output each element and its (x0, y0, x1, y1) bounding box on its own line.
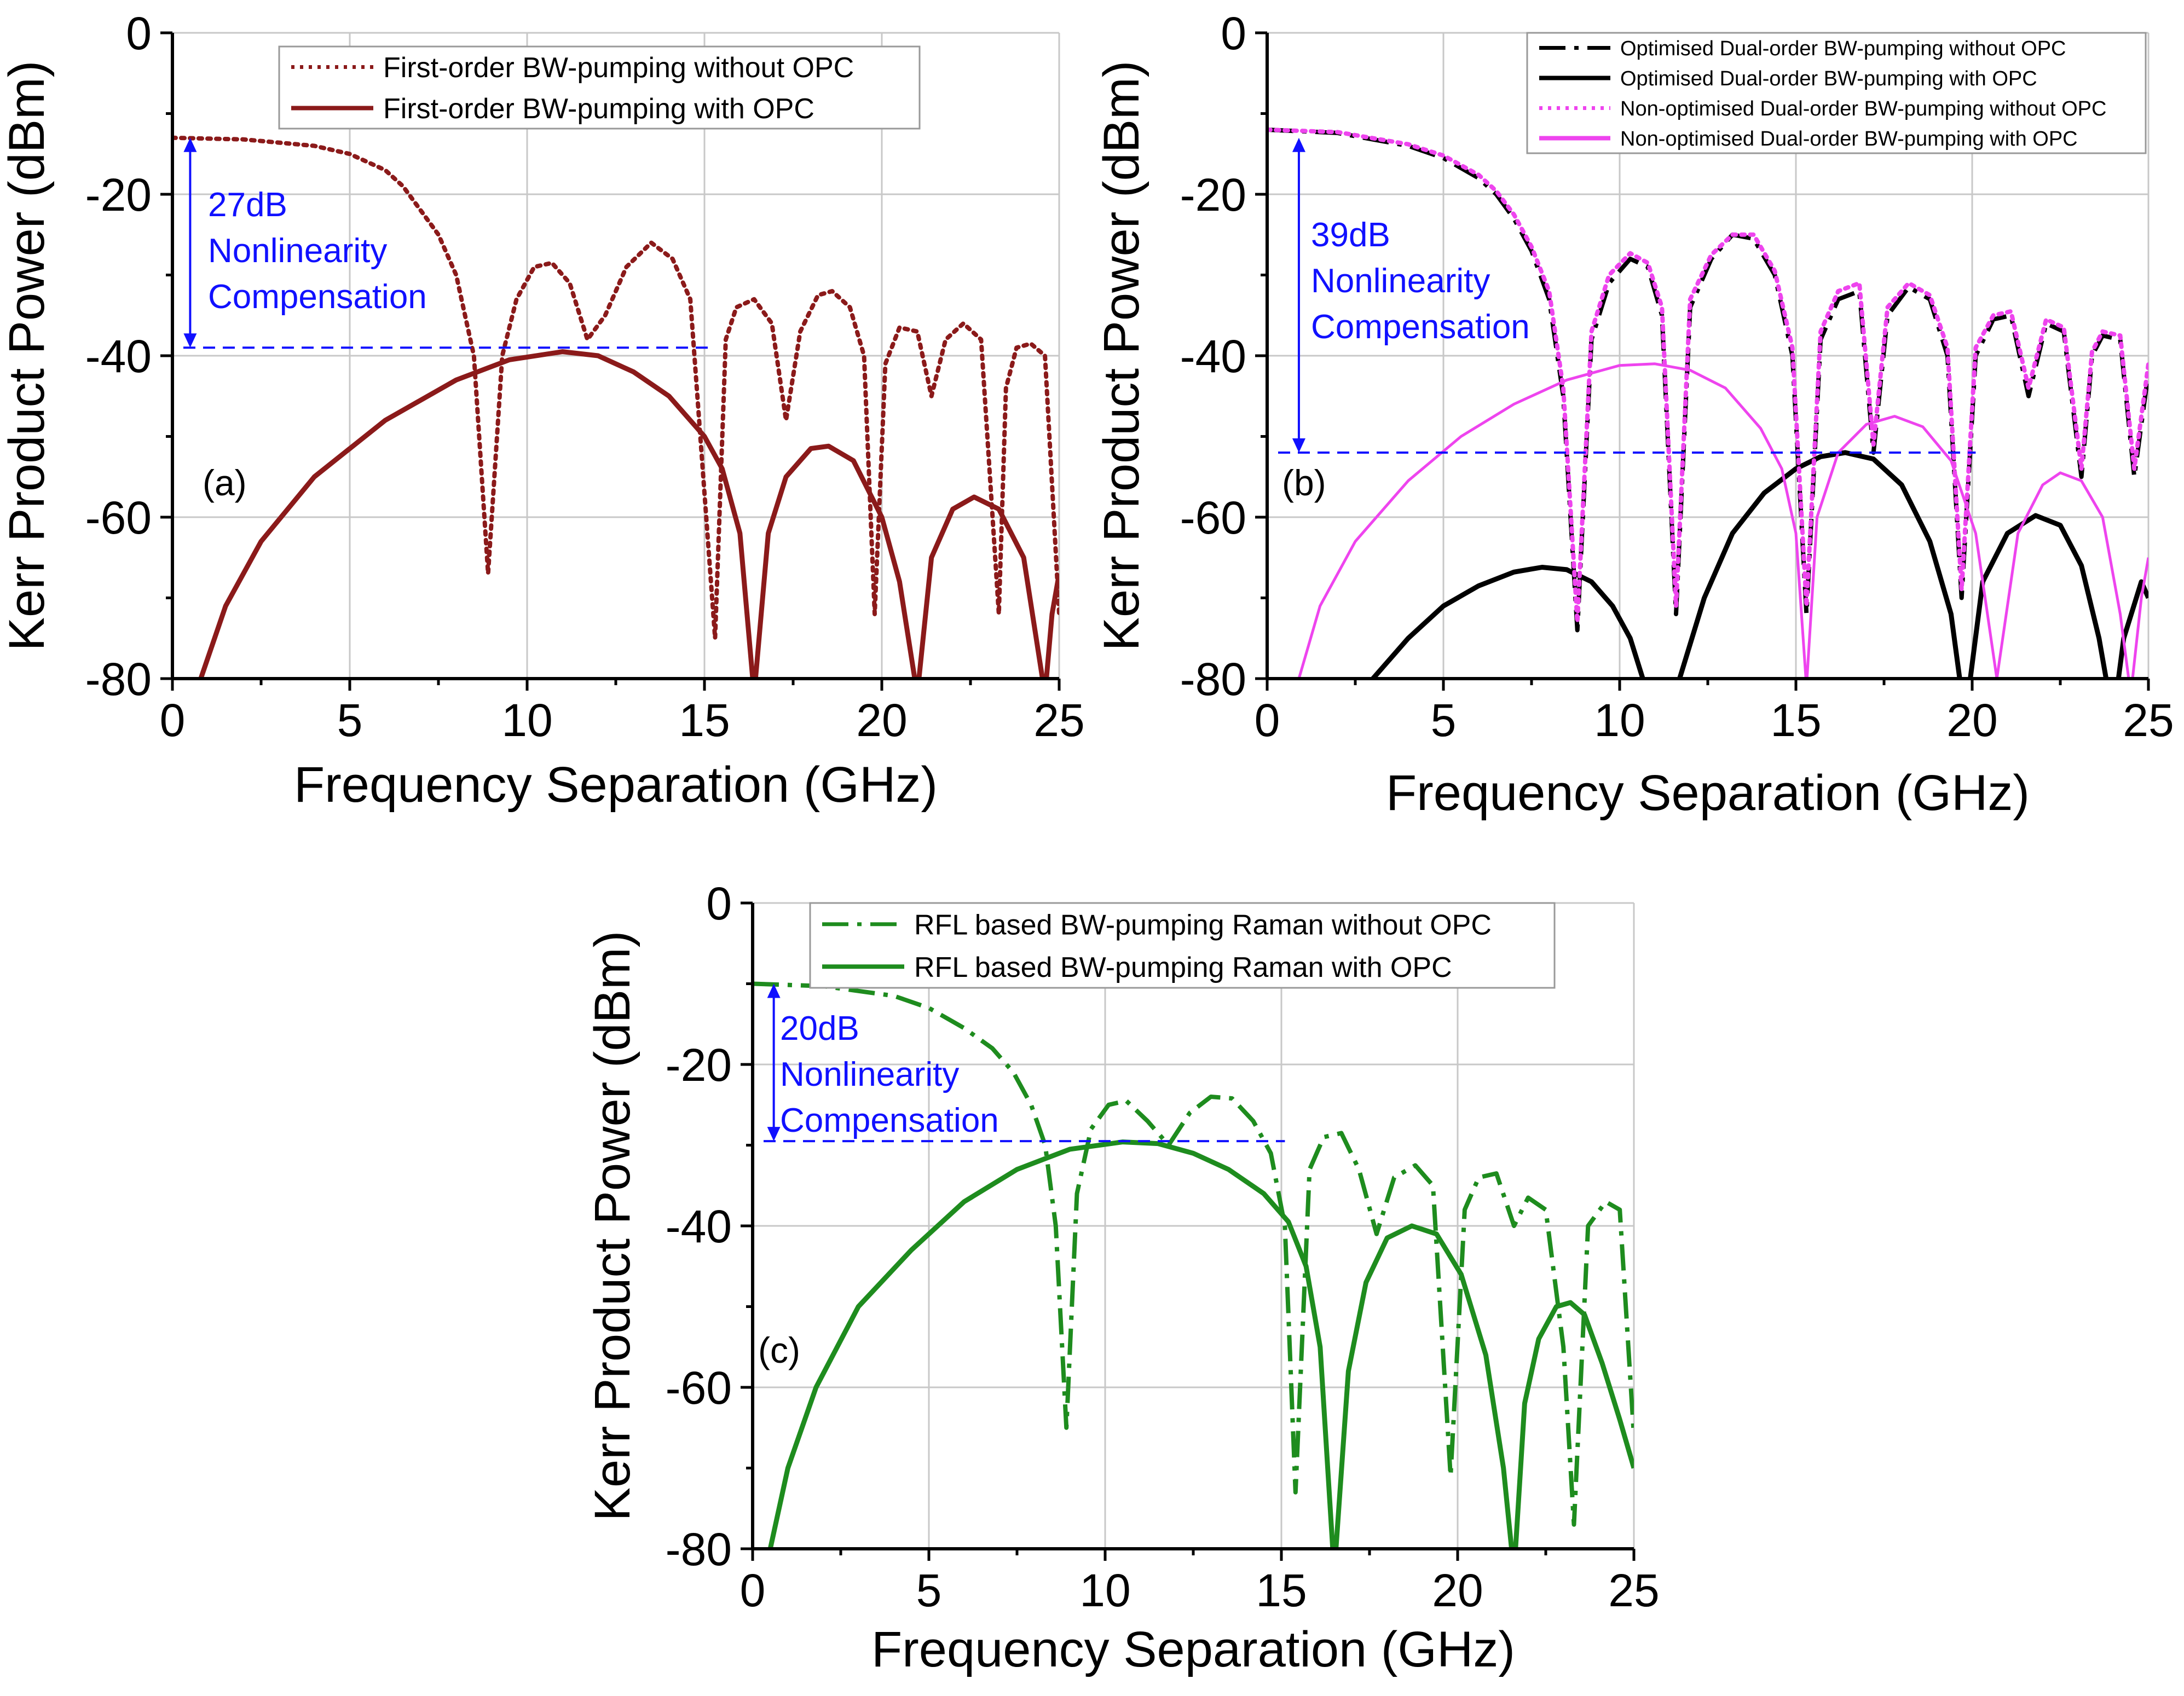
series-line-b-3 (1297, 362, 2148, 679)
chart-panel-a: 27dB Nonlinearity Compensation (a) 0 5 10 15 20 2… (0, 8, 1085, 813)
y-tick-label: -20 (1180, 169, 1246, 221)
x-tick-label: 15 (679, 694, 730, 746)
arrow-head-down-icon (183, 333, 197, 348)
y-tick-label: -80 (1180, 653, 1246, 705)
x-tick-label: 15 (1256, 1565, 1307, 1616)
x-axis-label: Frequency Separation (GHz) (871, 1622, 1515, 1677)
chart-panel-c: 20dB Nonlinearity Compensation (c) 0 5 10 15 20 2… (585, 878, 1660, 1677)
arrow-head-down-icon (1292, 438, 1305, 453)
series-line-a-0 (172, 135, 1059, 641)
y-tick-label: -20 (666, 1039, 732, 1091)
panel-label: (b) (1282, 462, 1326, 503)
annotation-text: Nonlinearity (780, 1056, 959, 1093)
x-axis-label: Frequency Separation (GHz) (294, 757, 938, 813)
series-line-c-0 (753, 981, 1634, 1527)
x-tick-label: 0 (1255, 694, 1280, 746)
series-line-c-1 (767, 1139, 1634, 1549)
annotation-text: Compensation (1311, 308, 1530, 346)
annotation-text: 39dB (1311, 216, 1390, 254)
legend-entry-label: Non-optimised Dual-order BW-pumping with… (1620, 128, 2078, 151)
legend-box (809, 902, 1556, 989)
y-axis-label: Kerr Product Power (dBm) (0, 61, 55, 651)
arrow-head-up-icon (1292, 137, 1305, 152)
x-tick-label: 25 (1033, 694, 1084, 746)
legend: First-order BW-pumping without OPC First-… (278, 45, 921, 130)
x-tick-label: 10 (1594, 694, 1645, 746)
chart-panel-b: 39dB Nonlinearity Compensation (b) 0 5 10 15 20 2… (1094, 8, 2174, 821)
series-group (1267, 128, 2148, 679)
legend-entry-label: First-order BW-pumping with OPC (383, 93, 814, 125)
x-tick-label: 0 (160, 694, 186, 746)
legend-entry-label: Non-optimised Dual-order BW-pumping with… (1620, 97, 2106, 120)
legend-box (278, 45, 921, 130)
legend: RFL based BW-pumping Raman without OPC RF… (809, 902, 1556, 989)
y-tick-label: -40 (666, 1201, 732, 1252)
y-tick-label: 0 (706, 878, 732, 929)
x-tick-label: 20 (1432, 1565, 1483, 1616)
x-tick-label: 15 (1770, 694, 1821, 746)
annotation-text: Compensation (208, 278, 427, 316)
x-tick-label: 5 (337, 694, 363, 746)
legend-entry-label: RFL based BW-pumping Raman without OPC (914, 909, 1492, 941)
series-line-b-2 (1267, 128, 2148, 624)
y-tick-label: -40 (85, 331, 152, 382)
y-tick-label: -20 (85, 169, 152, 221)
x-tick-label: 25 (2123, 694, 2174, 746)
series-line-a-1 (198, 349, 1059, 679)
arrow-head-up-icon (767, 983, 781, 998)
x-tick-label: 0 (740, 1565, 766, 1616)
y-tick-label: -40 (1180, 331, 1246, 382)
series-group (753, 981, 1634, 1549)
y-tick-label: -80 (85, 653, 152, 705)
annotation-text: Nonlinearity (208, 232, 387, 270)
arrow-head-down-icon (767, 1127, 781, 1142)
y-axis-label: Kerr Product Power (dBm) (1094, 61, 1149, 651)
legend-box (1526, 32, 2147, 154)
x-tick-label: 20 (856, 694, 907, 746)
x-tick-label: 5 (1431, 694, 1457, 746)
x-axis-label: Frequency Separation (GHz) (1386, 765, 2030, 821)
annotation-text: 20dB (780, 1010, 859, 1047)
legend-entry-label: RFL based BW-pumping Raman with OPC (914, 952, 1452, 983)
x-tick-label: 5 (916, 1565, 942, 1616)
y-tick-label: 0 (126, 8, 152, 59)
legend-entry-label: Optimised Dual-order BW-pumping without … (1620, 37, 2066, 60)
x-tick-label: 10 (501, 694, 552, 746)
x-tick-label: 20 (1946, 694, 1997, 746)
legend: Optimised Dual-order BW-pumping without … (1526, 32, 2147, 154)
x-tick-label: 10 (1079, 1565, 1130, 1616)
y-tick-label: -60 (85, 492, 152, 543)
y-tick-label: -80 (666, 1524, 732, 1575)
annotation-text: Nonlinearity (1311, 262, 1490, 300)
legend-entry-label: First-order BW-pumping without OPC (383, 52, 854, 84)
series-group (172, 135, 1059, 679)
annotation-text: Compensation (780, 1102, 999, 1139)
y-axis-label: Kerr Product Power (dBm) (585, 931, 640, 1521)
x-tick-label: 25 (1608, 1565, 1659, 1616)
y-tick-label: 0 (1221, 8, 1246, 59)
panel-label: (c) (758, 1330, 800, 1370)
legend-entry-label: Optimised Dual-order BW-pumping with OPC (1620, 67, 2037, 90)
panel-label: (a) (203, 462, 247, 503)
y-tick-label: -60 (1180, 492, 1246, 543)
arrow-head-up-icon (183, 137, 197, 152)
series-line-b-1 (1371, 450, 2148, 679)
y-tick-label: -60 (666, 1362, 732, 1414)
annotation-text: 27dB (208, 186, 287, 224)
